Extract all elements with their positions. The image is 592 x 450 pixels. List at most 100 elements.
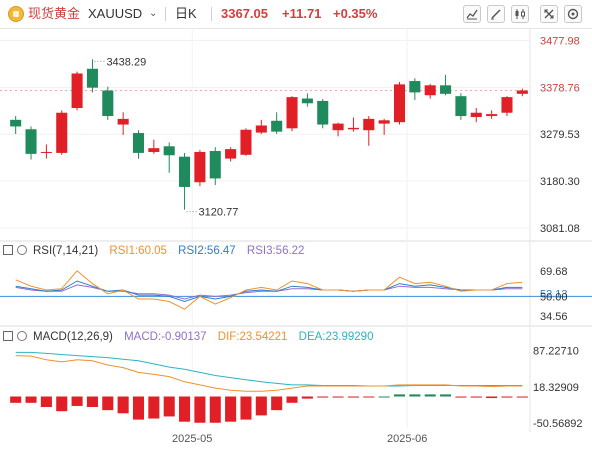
macd-bar [71,396,83,406]
rsi-tick-label: 52.13 [540,289,568,301]
price-tick-label: 3081.08 [540,223,580,235]
candle-body [71,73,83,108]
candle-body [301,98,313,104]
candle-body [163,146,175,156]
macd-bar [25,396,37,403]
candle-body [501,97,513,113]
settings-icon[interactable] [564,5,582,23]
macd-bar [301,396,313,399]
macd-bar [56,396,68,412]
macd-bar [225,396,237,422]
candle-body [271,120,283,132]
candle-body [409,81,421,93]
gear-icon[interactable] [17,245,27,255]
macd-bar [117,396,129,414]
macd-bar [148,396,160,419]
rsi-header: RSI(7,14,21) RSI1:60.05 RSI2:56.47 RSI3:… [3,244,304,258]
rsi3-value: RSI3:56.22 [246,245,305,257]
price-tick-label: 3180.30 [540,176,580,188]
price-change-percent: +0.35% [333,6,378,21]
dea-value: DEA:23.99290 [298,331,374,343]
candle-body [209,151,221,179]
divider [165,7,166,21]
chevron-down-icon[interactable]: ⌄ [149,8,158,19]
macd-bar [10,396,22,403]
candle-body [10,119,22,127]
candle-body [225,149,237,159]
macd-bar [409,394,421,397]
price-tick-label: 3378.76 [540,82,580,94]
price-tick-label: 3477.98 [540,35,580,47]
fullscreen-icon[interactable] [540,5,558,23]
candle-body [117,118,129,125]
macd-tick-label: 18.32909 [533,382,579,394]
candle-body [286,97,298,129]
macd-bar [102,396,114,411]
macd-bar [194,396,206,423]
symbol-code[interactable]: XAUUSD [88,6,143,21]
candle-body [378,120,390,124]
macd-bar [209,396,221,423]
macd-bar [470,396,482,398]
rsi3-line [15,284,523,300]
candle-body [332,123,344,131]
indicator-icon[interactable] [463,5,481,23]
high-annotation: 3438.29 [106,56,146,68]
gear-icon[interactable] [17,331,27,341]
candle-body [440,85,452,94]
candle-body [317,100,329,125]
macd-bar [240,396,252,420]
price-change: +11.71 [282,6,322,21]
dif-line [15,355,523,392]
macd-tick-label: -50.56892 [533,418,583,430]
dif-value: DIF:23.54221 [217,331,288,343]
high-low-annotations: 3438.29 3120.77 [94,56,239,219]
candle-body [455,96,467,117]
rsi1-value: RSI1:60.05 [109,245,167,257]
macd-bar [424,394,436,397]
gold-coin-icon [8,6,24,22]
visibility-icon[interactable] [3,331,13,341]
candle-body [179,156,191,187]
interval-selector[interactable]: 日K [175,6,197,21]
symbol-name[interactable]: 现货黄金 [28,6,81,21]
macd-bar [179,396,191,422]
candle-type-icon[interactable] [511,5,529,23]
macd-bar [440,394,452,397]
macd-bar [378,396,390,398]
time-tick-label: 2025-06 [387,433,427,445]
rsi-tick-label: 34.56 [540,311,568,323]
macd-bar [486,396,498,399]
candle-body [132,133,145,153]
last-price: 3367.05 [221,6,268,21]
rsi1-line [15,270,523,310]
candle-body [240,129,252,155]
macd-title: MACD(12,26,9) [33,331,113,343]
macd-bar [255,396,267,416]
price-tick-label: 3279.53 [540,129,580,141]
candle-body [363,118,375,131]
candle-body [25,129,37,154]
low-annotation: 3120.77 [199,207,239,219]
macd-pane: 87.22710 18.32909 -50.56892 [10,346,583,430]
macd-bar [347,396,359,398]
price-axis: 3477.98 3378.76 3279.53 3180.30 3081.08 [540,35,580,235]
macd-bar [516,396,528,398]
chart-header: 现货黄金 XAUUSD ⌄ 日K 3367.05 +11.71 +0.35% [0,0,592,29]
dea-line [15,351,523,387]
candlestick-series [10,59,528,210]
visibility-icon[interactable] [3,245,13,255]
candle-body [255,125,267,133]
macd-bar [286,396,298,403]
candle-body [148,148,160,152]
candle-body [470,112,482,117]
candle-body [86,68,98,88]
candle-body [102,90,114,117]
edit-icon[interactable] [487,5,505,23]
macd-bar [363,396,375,398]
candle-body [347,127,359,130]
candle-body [40,151,52,153]
macd-tick-label: 87.22710 [533,346,579,358]
